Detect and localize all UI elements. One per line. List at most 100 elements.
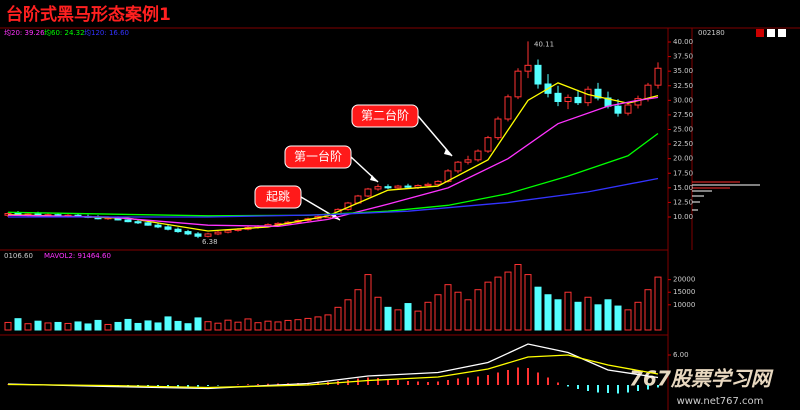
candle-body bbox=[574, 96, 582, 104]
y-tick-label: 40.00 bbox=[673, 38, 693, 46]
y-tick-label: 20.00 bbox=[673, 155, 693, 163]
volume-bar bbox=[134, 322, 142, 331]
volume-bar bbox=[484, 281, 492, 331]
volume-bar bbox=[524, 274, 532, 331]
y-tick-label: 20000 bbox=[673, 276, 695, 284]
y-tick-label: 10.00 bbox=[673, 213, 693, 221]
volume-bar bbox=[494, 276, 502, 331]
candle-body bbox=[184, 231, 192, 235]
volume-bar bbox=[414, 310, 422, 331]
volume-bar bbox=[324, 314, 332, 331]
candle-body bbox=[134, 221, 142, 224]
volume-bar bbox=[244, 318, 252, 331]
candle-body bbox=[124, 219, 132, 223]
candle-body bbox=[394, 185, 402, 189]
callout-text: 第二台阶 bbox=[361, 108, 409, 123]
volume-legend: 0106.60 bbox=[4, 252, 33, 260]
volume-bar bbox=[284, 319, 292, 331]
ma-line bbox=[8, 177, 659, 218]
stock-code: 002180 bbox=[698, 29, 725, 37]
candle-body bbox=[154, 224, 162, 228]
volume-bar bbox=[74, 321, 82, 331]
volume-bar bbox=[204, 321, 212, 331]
volume-bar bbox=[604, 299, 612, 331]
callout-box bbox=[254, 185, 302, 209]
volume-bar bbox=[124, 318, 132, 331]
volume-bar bbox=[254, 322, 262, 331]
y-tick-label: 15000 bbox=[673, 288, 695, 296]
volume-bar bbox=[164, 316, 172, 331]
callout-arrow-head bbox=[444, 149, 452, 156]
volume-bar bbox=[144, 320, 152, 331]
volume-bar bbox=[354, 289, 362, 331]
max-label: 40.11 bbox=[534, 40, 554, 48]
page-title: 台阶式黑马形态案例1 bbox=[6, 4, 171, 25]
watermark-url: www.net767.com bbox=[677, 396, 764, 407]
candle-body bbox=[214, 231, 222, 235]
volume-bar bbox=[234, 321, 242, 331]
volume-bar bbox=[344, 299, 352, 331]
candle-body bbox=[454, 161, 462, 172]
legend-entry: 均120: 16.60 bbox=[84, 28, 129, 37]
volume-bar bbox=[504, 271, 512, 331]
volume-bar bbox=[154, 322, 162, 331]
ma-line bbox=[7, 96, 659, 227]
volume-bar bbox=[474, 289, 482, 331]
candle-body bbox=[474, 150, 482, 161]
volume-bar bbox=[34, 320, 42, 331]
candle-body bbox=[534, 64, 542, 85]
y-tick-label: 10000 bbox=[673, 301, 695, 309]
volume-bar bbox=[334, 306, 342, 331]
candle-body bbox=[624, 104, 632, 114]
volume-bar bbox=[394, 309, 402, 331]
volume-bar bbox=[364, 274, 372, 331]
volume-bar bbox=[14, 318, 22, 331]
volume-bar bbox=[644, 289, 652, 331]
volume-bar bbox=[624, 309, 632, 331]
candle-body bbox=[404, 185, 412, 188]
macd-line bbox=[7, 354, 659, 389]
volume-bar bbox=[274, 321, 282, 331]
callout-box bbox=[351, 104, 419, 128]
volume-bar bbox=[264, 320, 272, 331]
y-tick-label: 30.00 bbox=[673, 96, 693, 104]
volume-bar bbox=[454, 291, 462, 331]
volume-bar bbox=[594, 304, 602, 331]
volume-bar bbox=[294, 319, 302, 331]
panel-frames bbox=[0, 27, 800, 410]
callout-text: 起跳 bbox=[266, 190, 290, 204]
candle-body bbox=[224, 229, 232, 233]
volume-bar bbox=[214, 322, 222, 331]
volume-bar bbox=[374, 296, 382, 331]
ma-line bbox=[7, 82, 659, 232]
volume-bar bbox=[514, 264, 522, 331]
candle-body bbox=[614, 105, 622, 114]
volume-bar bbox=[464, 299, 472, 331]
candle-body bbox=[514, 70, 522, 98]
candle-body bbox=[524, 64, 532, 72]
callout-arrow-head bbox=[370, 175, 378, 182]
volume-bar bbox=[174, 320, 182, 331]
candle-body bbox=[194, 233, 202, 237]
toolbar-icons bbox=[756, 29, 786, 37]
y-tick-label: 15.00 bbox=[673, 184, 693, 192]
volume-bar bbox=[64, 322, 72, 331]
volume-bar bbox=[314, 316, 322, 331]
volume-bar bbox=[404, 303, 412, 331]
callout-text: 第一台阶 bbox=[294, 149, 342, 164]
volume-bar bbox=[24, 323, 32, 331]
volume-legend: MAVOL2: 91464.60 bbox=[44, 252, 111, 260]
volume-bar bbox=[114, 321, 122, 331]
candle-body bbox=[384, 186, 392, 189]
candle-body bbox=[584, 88, 592, 104]
candle-body bbox=[164, 226, 172, 230]
volume-bar bbox=[554, 299, 562, 331]
candle-body bbox=[494, 118, 502, 139]
candle-body bbox=[374, 186, 382, 190]
volume-bar bbox=[194, 317, 202, 331]
candle-body bbox=[434, 180, 442, 185]
volume-bar bbox=[84, 323, 92, 331]
volume-bar bbox=[44, 322, 52, 331]
volume-profile bbox=[692, 181, 760, 211]
